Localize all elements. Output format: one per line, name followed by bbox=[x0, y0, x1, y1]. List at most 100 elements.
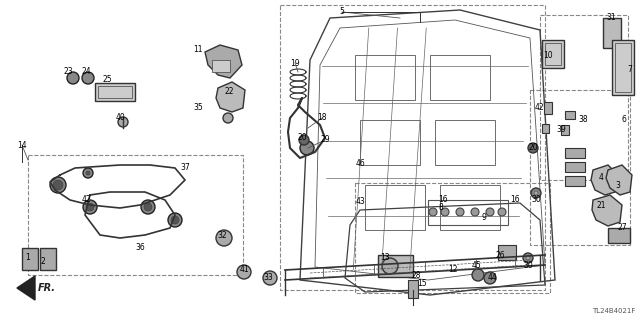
Polygon shape bbox=[592, 195, 622, 226]
Bar bbox=[565, 162, 585, 172]
Circle shape bbox=[299, 135, 309, 145]
Bar bbox=[544, 102, 552, 114]
Text: 37: 37 bbox=[180, 164, 190, 173]
Text: 11: 11 bbox=[193, 46, 203, 55]
Bar bbox=[40, 248, 56, 270]
Bar bbox=[561, 125, 569, 135]
Text: 24: 24 bbox=[81, 68, 91, 77]
Text: 43: 43 bbox=[355, 197, 365, 206]
Circle shape bbox=[263, 271, 277, 285]
Bar bbox=[22, 248, 38, 270]
Text: 27: 27 bbox=[617, 224, 627, 233]
Text: 20: 20 bbox=[297, 133, 307, 143]
Circle shape bbox=[456, 208, 464, 216]
Text: 22: 22 bbox=[224, 87, 234, 97]
Circle shape bbox=[67, 72, 79, 84]
Text: 18: 18 bbox=[317, 114, 327, 122]
Polygon shape bbox=[606, 165, 632, 195]
Circle shape bbox=[472, 269, 484, 281]
Circle shape bbox=[83, 168, 93, 178]
Circle shape bbox=[171, 216, 179, 224]
Circle shape bbox=[86, 171, 90, 175]
Bar bbox=[280, 5, 545, 290]
Bar bbox=[608, 228, 630, 243]
Text: 7: 7 bbox=[628, 65, 632, 75]
Polygon shape bbox=[17, 276, 35, 300]
Text: 21: 21 bbox=[596, 201, 605, 210]
Text: 45: 45 bbox=[472, 261, 482, 270]
Text: 14: 14 bbox=[17, 140, 27, 150]
Circle shape bbox=[53, 180, 63, 190]
Circle shape bbox=[50, 177, 66, 193]
Text: TL24B4021F: TL24B4021F bbox=[591, 308, 635, 314]
Text: 46: 46 bbox=[355, 159, 365, 167]
Text: 2: 2 bbox=[40, 257, 45, 266]
Bar bbox=[355, 55, 415, 100]
Circle shape bbox=[141, 200, 155, 214]
Text: FR.: FR. bbox=[38, 283, 56, 293]
Text: 39: 39 bbox=[556, 125, 566, 135]
Text: 29: 29 bbox=[320, 136, 330, 145]
Text: 40: 40 bbox=[115, 114, 125, 122]
Circle shape bbox=[382, 258, 398, 274]
Bar bbox=[440, 185, 500, 230]
Text: 1: 1 bbox=[26, 254, 30, 263]
Text: 36: 36 bbox=[135, 243, 145, 253]
Bar bbox=[430, 55, 490, 100]
Circle shape bbox=[82, 72, 94, 84]
Bar bbox=[355, 183, 550, 293]
Circle shape bbox=[237, 265, 251, 279]
Circle shape bbox=[486, 208, 494, 216]
Circle shape bbox=[526, 256, 530, 260]
Bar bbox=[542, 40, 564, 68]
Bar bbox=[603, 18, 621, 48]
Text: 19: 19 bbox=[290, 58, 300, 68]
Text: 25: 25 bbox=[102, 76, 112, 85]
Bar bbox=[565, 148, 585, 158]
Text: 16: 16 bbox=[510, 196, 520, 204]
Text: 33: 33 bbox=[263, 272, 273, 281]
Circle shape bbox=[471, 208, 479, 216]
Bar bbox=[365, 185, 425, 230]
Circle shape bbox=[498, 208, 506, 216]
Circle shape bbox=[528, 143, 538, 153]
Bar bbox=[540, 15, 628, 180]
Text: 3: 3 bbox=[616, 181, 620, 189]
Text: 23: 23 bbox=[63, 68, 73, 77]
Bar bbox=[530, 90, 630, 245]
Text: 28: 28 bbox=[412, 271, 420, 279]
Circle shape bbox=[441, 208, 449, 216]
Text: 26: 26 bbox=[495, 250, 505, 259]
Polygon shape bbox=[591, 165, 618, 195]
Text: 4: 4 bbox=[598, 173, 604, 182]
Bar bbox=[542, 124, 549, 133]
Text: 16: 16 bbox=[438, 196, 448, 204]
Text: 30: 30 bbox=[523, 261, 533, 270]
Circle shape bbox=[83, 200, 97, 214]
Circle shape bbox=[484, 272, 496, 284]
Polygon shape bbox=[216, 82, 245, 112]
Text: 6: 6 bbox=[621, 115, 627, 124]
Circle shape bbox=[523, 253, 533, 263]
Bar bbox=[565, 111, 575, 119]
Text: 42: 42 bbox=[534, 102, 544, 112]
Bar bbox=[212, 60, 230, 72]
Bar bbox=[378, 255, 413, 277]
Text: 9: 9 bbox=[481, 213, 486, 222]
Circle shape bbox=[429, 208, 437, 216]
Circle shape bbox=[531, 188, 541, 198]
Bar bbox=[360, 120, 420, 165]
Circle shape bbox=[168, 213, 182, 227]
Circle shape bbox=[118, 117, 128, 127]
Bar bbox=[28, 155, 243, 275]
Bar bbox=[545, 43, 561, 65]
Text: 30: 30 bbox=[531, 196, 541, 204]
Circle shape bbox=[300, 141, 314, 155]
Text: 38: 38 bbox=[578, 115, 588, 124]
Text: 5: 5 bbox=[340, 8, 344, 17]
Text: 32: 32 bbox=[217, 231, 227, 240]
Bar bbox=[95, 83, 135, 101]
Bar bbox=[98, 86, 132, 98]
Text: 42: 42 bbox=[81, 196, 91, 204]
Text: 41: 41 bbox=[239, 265, 249, 275]
